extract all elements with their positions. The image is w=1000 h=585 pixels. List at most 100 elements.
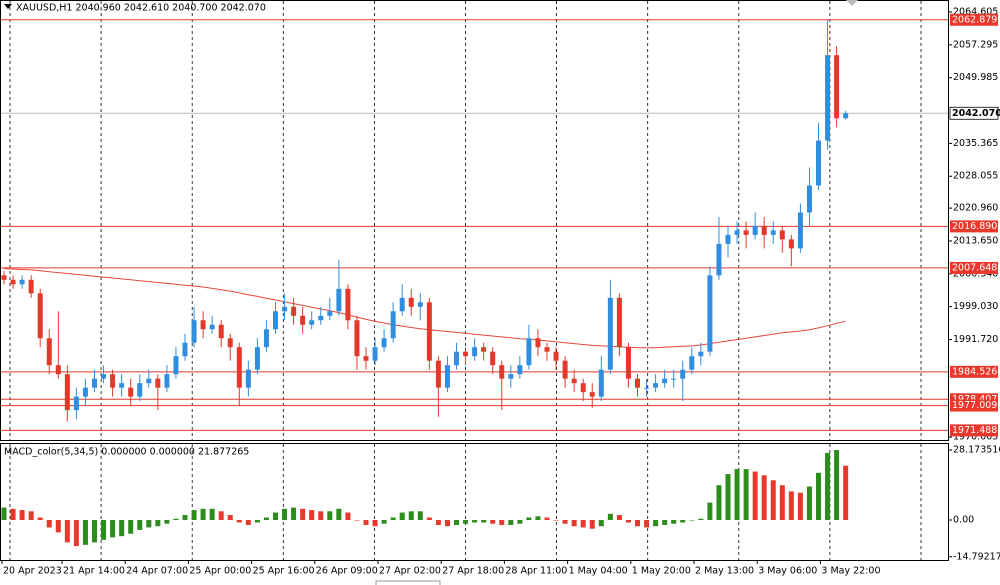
macd-bar xyxy=(28,511,34,521)
macd-bar xyxy=(173,518,179,521)
macd-bar xyxy=(372,520,378,527)
macd-bar xyxy=(263,517,269,521)
level-label-box xyxy=(950,220,998,233)
candle-body xyxy=(128,387,134,397)
y-tick-label: 1999.030 xyxy=(953,301,998,312)
macd-bar xyxy=(671,520,677,524)
candle-body xyxy=(110,374,116,388)
macd-bar xyxy=(282,508,288,521)
macd-bar xyxy=(806,486,812,521)
candle-body xyxy=(64,374,70,411)
candle-body xyxy=(55,365,61,375)
candle-body xyxy=(354,320,360,357)
candle-body xyxy=(119,383,125,388)
x-tick-label: 28 Apr 11:00 xyxy=(505,566,567,577)
candle-body xyxy=(363,356,369,361)
candle-body xyxy=(417,302,423,307)
plot xyxy=(1,19,948,547)
level-label: 1978.407 xyxy=(952,394,997,405)
candle-body xyxy=(616,297,622,348)
candle-body xyxy=(28,279,34,294)
macd-bar xyxy=(797,492,803,521)
macd-bar xyxy=(73,520,79,547)
level-label: 2062.879 xyxy=(952,14,997,25)
macd-bar xyxy=(55,520,61,533)
y-tick-label: 2049.985 xyxy=(953,72,998,83)
candle-body xyxy=(707,275,713,352)
candle-body xyxy=(182,342,188,357)
macd-title: MACD_color(5,34,5) 0.000000 0.000000 21.… xyxy=(4,447,249,458)
moving-average xyxy=(3,268,846,349)
macd-bar xyxy=(544,517,550,521)
candle-body xyxy=(843,113,849,119)
macd-bar xyxy=(399,512,405,521)
candle-body xyxy=(761,225,767,235)
candle-body xyxy=(454,351,459,366)
candle-body xyxy=(752,225,758,235)
macd-bar xyxy=(770,480,776,521)
macd-bar xyxy=(245,520,251,525)
candle-body xyxy=(535,338,541,348)
macd-bar xyxy=(46,520,52,528)
candle-body xyxy=(825,55,831,141)
x-tick-label: 24 Apr 07:00 xyxy=(126,566,188,577)
macd-bar xyxy=(19,510,25,521)
x-tick-label: 27 Apr 18:00 xyxy=(442,566,504,577)
candle-body xyxy=(92,378,97,388)
macd-bar xyxy=(788,491,794,521)
macd-bar xyxy=(463,520,469,524)
candle-body xyxy=(671,378,677,380)
x-tick-label: 25 Apr 00:00 xyxy=(189,566,251,577)
macd-bar xyxy=(327,511,333,521)
macd-bar xyxy=(571,520,577,527)
candle-body xyxy=(779,230,785,240)
macd-bar xyxy=(417,511,423,521)
candle-body xyxy=(580,383,586,393)
candle-body xyxy=(282,306,288,312)
y-tick-label: 2028.055 xyxy=(953,171,998,182)
candle-body xyxy=(680,369,686,379)
candle-body xyxy=(481,347,487,352)
candle-body xyxy=(381,338,387,348)
candle-body xyxy=(553,351,559,361)
macd-bar xyxy=(236,520,242,523)
candle-body xyxy=(662,378,668,384)
candle-body xyxy=(499,365,505,379)
macd-bar xyxy=(698,518,704,521)
candle-body xyxy=(463,351,469,357)
candle-body xyxy=(345,288,351,321)
candle-body xyxy=(399,297,405,312)
y-tick-label: 2064.605 xyxy=(953,7,998,18)
candle-body xyxy=(309,320,315,325)
candle-body xyxy=(797,212,803,249)
macd-bar xyxy=(680,520,686,523)
y-tick-label: 2013.650 xyxy=(953,235,998,246)
x-tick-label: 1 May 20:00 xyxy=(632,566,691,577)
shift-marker[interactable] xyxy=(846,0,858,6)
macd-bar xyxy=(472,520,478,523)
macd-bar xyxy=(589,520,595,529)
candle-body xyxy=(273,311,278,330)
macd-bar xyxy=(662,520,668,525)
candle-body xyxy=(101,374,107,379)
candle-body xyxy=(327,311,333,316)
candle-body xyxy=(291,306,297,316)
candle-body xyxy=(571,378,577,384)
candle-body xyxy=(146,378,152,384)
macd-bar xyxy=(218,511,224,521)
level-label: 2016.890 xyxy=(952,221,997,232)
macd-bar xyxy=(345,512,351,521)
candle-body xyxy=(164,374,170,388)
macd-y-tick-label: 28.173516 xyxy=(953,445,1000,456)
macd-bar xyxy=(526,517,532,521)
macd-bar xyxy=(146,520,152,528)
candle-body xyxy=(435,360,441,388)
candle-body xyxy=(689,356,695,370)
macd-y-tick-label: 0.00 xyxy=(953,515,974,526)
y-tick-label: 2035.365 xyxy=(953,138,998,149)
macd-bar xyxy=(816,472,821,521)
candle-body xyxy=(19,279,25,285)
candle-body xyxy=(816,140,821,186)
menu-arrow[interactable] xyxy=(4,4,12,9)
macd-bar xyxy=(390,517,396,521)
